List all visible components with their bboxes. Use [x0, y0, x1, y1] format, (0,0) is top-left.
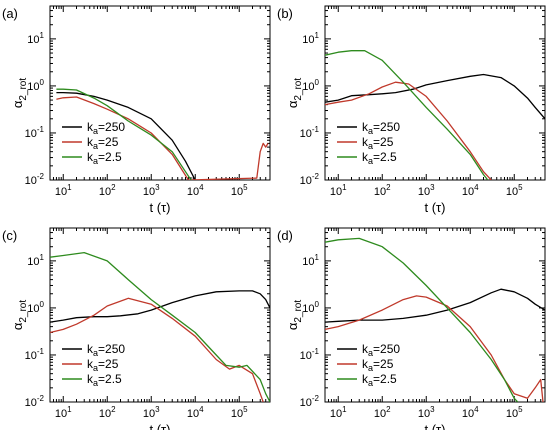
x-tick-label: 103	[143, 183, 160, 198]
x-tick-label: 105	[231, 183, 248, 198]
panel-label: (b)	[277, 6, 293, 21]
legend-entry: ka=250	[87, 120, 125, 136]
y-axis-label: α2_rot	[285, 300, 304, 331]
y-tick-label: 10-2	[300, 394, 320, 409]
y-tick-label: 101	[302, 253, 319, 268]
y-tick-label: 10-1	[25, 125, 45, 140]
x-tick-label: 102	[99, 183, 116, 198]
series-group	[56, 88, 269, 180]
y-tick-label: 10-1	[300, 125, 320, 140]
series-line-2	[50, 297, 264, 402]
x-tick-label: 103	[418, 183, 435, 198]
y-tick-label: 100	[302, 78, 319, 93]
y-tick-label: 101	[302, 31, 319, 46]
x-tick-label: 102	[374, 405, 391, 420]
x-tick-label: 102	[99, 405, 116, 420]
x-tick-label: 102	[374, 183, 391, 198]
x-tick-label: 101	[330, 405, 347, 420]
plot-frame	[324, 5, 546, 181]
series-group	[325, 237, 545, 402]
panel-label: (a)	[2, 6, 18, 21]
y-tick-label: 100	[302, 300, 319, 315]
y-axis-label: α2_rot	[285, 78, 304, 109]
x-tick-label: 105	[231, 405, 248, 420]
series-line-1	[325, 288, 545, 323]
legend-entry: ka=25	[362, 135, 394, 151]
legend-entry: ka=250	[362, 342, 400, 358]
x-tick-label: 105	[506, 183, 523, 198]
panel-label: (c)	[2, 228, 17, 243]
x-tick-label: 103	[143, 405, 160, 420]
series-group	[50, 251, 270, 402]
x-tick-label: 101	[330, 183, 347, 198]
y-tick-label: 10-1	[300, 347, 320, 362]
y-axis-label: α2_rot	[10, 300, 29, 331]
y-tick-label: 101	[27, 253, 44, 268]
panel-4: 101 102 103 104 105 10-2 10-1 100 101 t (τ) α2_rot…	[277, 227, 546, 430]
legend-entry: ka=2.5	[362, 150, 397, 166]
legend-entry: ka=25	[362, 357, 394, 373]
series-line-1	[325, 73, 545, 120]
plot-frame	[49, 227, 271, 403]
panel-label: (d)	[277, 228, 293, 243]
plot-frame	[324, 227, 546, 403]
y-axis-label: α2_rot	[10, 78, 29, 109]
panel-3: 101 102 103 104 105 10-2 10-1 100 101 t (τ) α2_rot…	[2, 227, 271, 430]
x-tick-label: 104	[462, 405, 479, 420]
x-tick-label: 104	[462, 183, 479, 198]
legend-entry: ka=250	[362, 120, 400, 136]
series-line-3	[325, 237, 519, 402]
x-tick-label: 104	[187, 183, 204, 198]
x-axis-label: t (τ)	[149, 422, 170, 430]
legend-entry: ka=250	[87, 342, 125, 358]
panel-1: 101 102 103 104 105 10-2 10-1 100 101 t (τ) α2_rot…	[2, 5, 271, 215]
x-axis-label: t (τ)	[424, 200, 445, 215]
x-tick-label: 105	[506, 405, 523, 420]
y-tick-label: 101	[27, 31, 44, 46]
legend-entry: ka=2.5	[362, 372, 397, 388]
y-tick-label: 10-2	[25, 394, 45, 409]
x-tick-label: 101	[55, 183, 72, 198]
legend-entry: ka=25	[87, 357, 119, 373]
x-tick-label: 103	[418, 405, 435, 420]
y-tick-label: 100	[27, 78, 44, 93]
y-tick-label: 10-2	[25, 172, 45, 187]
legend-entry: ka=25	[87, 135, 119, 151]
series-line-2	[325, 81, 492, 180]
series-line-2	[325, 295, 544, 402]
series-line-1	[56, 91, 196, 180]
legend-entry: ka=2.5	[87, 372, 122, 388]
y-tick-label: 100	[27, 300, 44, 315]
series-group	[325, 50, 545, 180]
y-tick-label: 10-2	[300, 172, 320, 187]
series-line-1	[50, 290, 270, 323]
panel-2: 101 102 103 104 105 10-2 10-1 100 101 t (τ) α2_rot…	[277, 5, 546, 215]
y-tick-label: 10-1	[25, 347, 45, 362]
series-line-3	[50, 251, 270, 402]
x-tick-label: 101	[55, 405, 72, 420]
x-axis-label: t (τ)	[149, 200, 170, 215]
x-tick-label: 104	[187, 405, 204, 420]
series-line-3	[56, 88, 192, 180]
x-axis-label: t (τ)	[424, 422, 445, 430]
legend-entry: ka=2.5	[87, 150, 122, 166]
series-line-3	[325, 50, 489, 180]
